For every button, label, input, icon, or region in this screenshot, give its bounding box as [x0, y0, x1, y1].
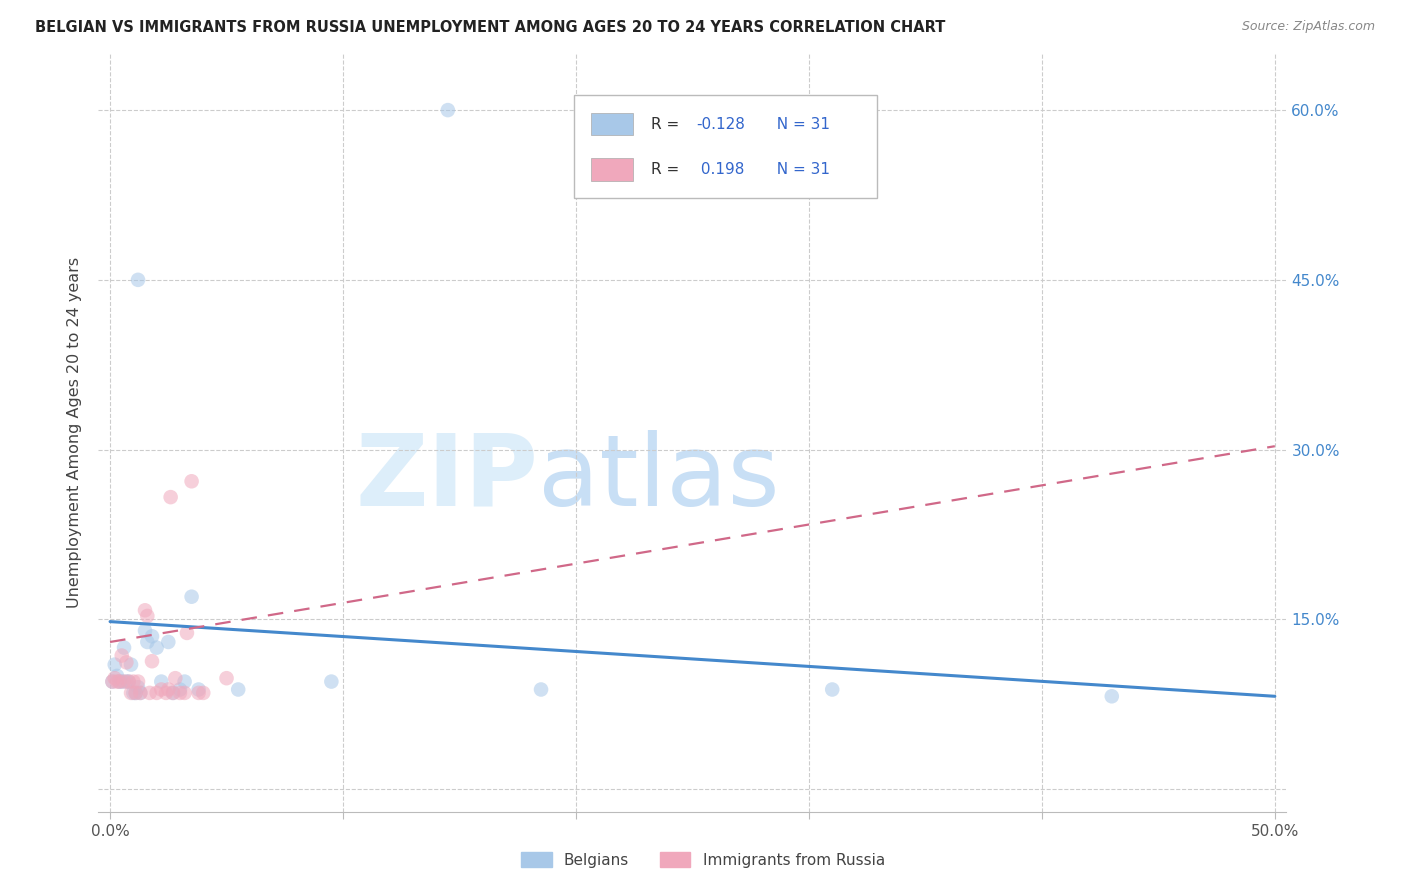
Bar — [592, 158, 633, 181]
Point — [193, 686, 215, 700]
Point — [145, 686, 167, 700]
Text: N = 31: N = 31 — [768, 162, 831, 177]
Point — [118, 674, 141, 689]
Point — [173, 674, 195, 689]
Point — [125, 686, 148, 700]
Y-axis label: Unemployment Among Ages 20 to 24 years: Unemployment Among Ages 20 to 24 years — [67, 257, 83, 608]
Point — [145, 640, 167, 655]
Text: R =: R = — [651, 117, 683, 131]
Point — [134, 624, 156, 638]
Point — [1101, 690, 1123, 704]
Text: -0.128: -0.128 — [696, 117, 745, 131]
Legend: Belgians, Immigrants from Russia: Belgians, Immigrants from Russia — [515, 846, 891, 873]
Point — [150, 682, 173, 697]
Point — [138, 686, 160, 700]
Point — [165, 671, 187, 685]
Point — [115, 674, 138, 689]
Text: N = 31: N = 31 — [768, 117, 831, 131]
Point — [173, 686, 195, 700]
Point — [129, 686, 152, 700]
Point — [141, 629, 163, 643]
Point — [159, 490, 181, 504]
Point — [215, 671, 238, 685]
Point — [180, 475, 202, 489]
Text: ZIP: ZIP — [356, 430, 538, 526]
Point — [162, 686, 184, 700]
Point — [105, 674, 128, 689]
Point — [226, 682, 249, 697]
Point — [125, 686, 148, 700]
Point — [176, 626, 198, 640]
Point — [127, 680, 149, 694]
Point — [180, 590, 202, 604]
Point — [437, 103, 460, 117]
Point — [112, 674, 135, 689]
Point — [108, 674, 131, 689]
Point — [127, 273, 149, 287]
Point — [321, 674, 343, 689]
Point — [530, 682, 553, 697]
Point — [118, 674, 141, 689]
Point — [122, 674, 145, 689]
Point — [187, 686, 209, 700]
Point — [157, 635, 180, 649]
Point — [101, 674, 124, 689]
Point — [115, 656, 138, 670]
Point — [187, 682, 209, 697]
Point — [155, 686, 177, 700]
Point — [104, 657, 127, 672]
Point — [127, 674, 149, 689]
Text: Source: ZipAtlas.com: Source: ZipAtlas.com — [1241, 20, 1375, 33]
Point — [162, 686, 184, 700]
Point — [120, 686, 142, 700]
Point — [136, 609, 159, 624]
Point — [111, 648, 134, 663]
Point — [136, 635, 159, 649]
Point — [821, 682, 844, 697]
Point — [169, 682, 191, 697]
Point — [112, 640, 135, 655]
Point — [104, 671, 127, 685]
Point — [111, 674, 134, 689]
Point — [169, 686, 191, 700]
Point — [122, 686, 145, 700]
Point — [157, 682, 180, 697]
Point — [105, 669, 128, 683]
Bar — [592, 112, 633, 136]
Text: 0.198: 0.198 — [696, 162, 744, 177]
Point — [120, 657, 142, 672]
Point — [108, 674, 131, 689]
Point — [101, 674, 124, 689]
Text: BELGIAN VS IMMIGRANTS FROM RUSSIA UNEMPLOYMENT AMONG AGES 20 TO 24 YEARS CORRELA: BELGIAN VS IMMIGRANTS FROM RUSSIA UNEMPL… — [35, 20, 945, 35]
Bar — [574, 95, 876, 198]
Point — [150, 674, 173, 689]
Text: R =: R = — [651, 162, 683, 177]
Text: atlas: atlas — [538, 430, 780, 526]
Point — [141, 654, 163, 668]
Point — [134, 603, 156, 617]
Point — [129, 686, 152, 700]
